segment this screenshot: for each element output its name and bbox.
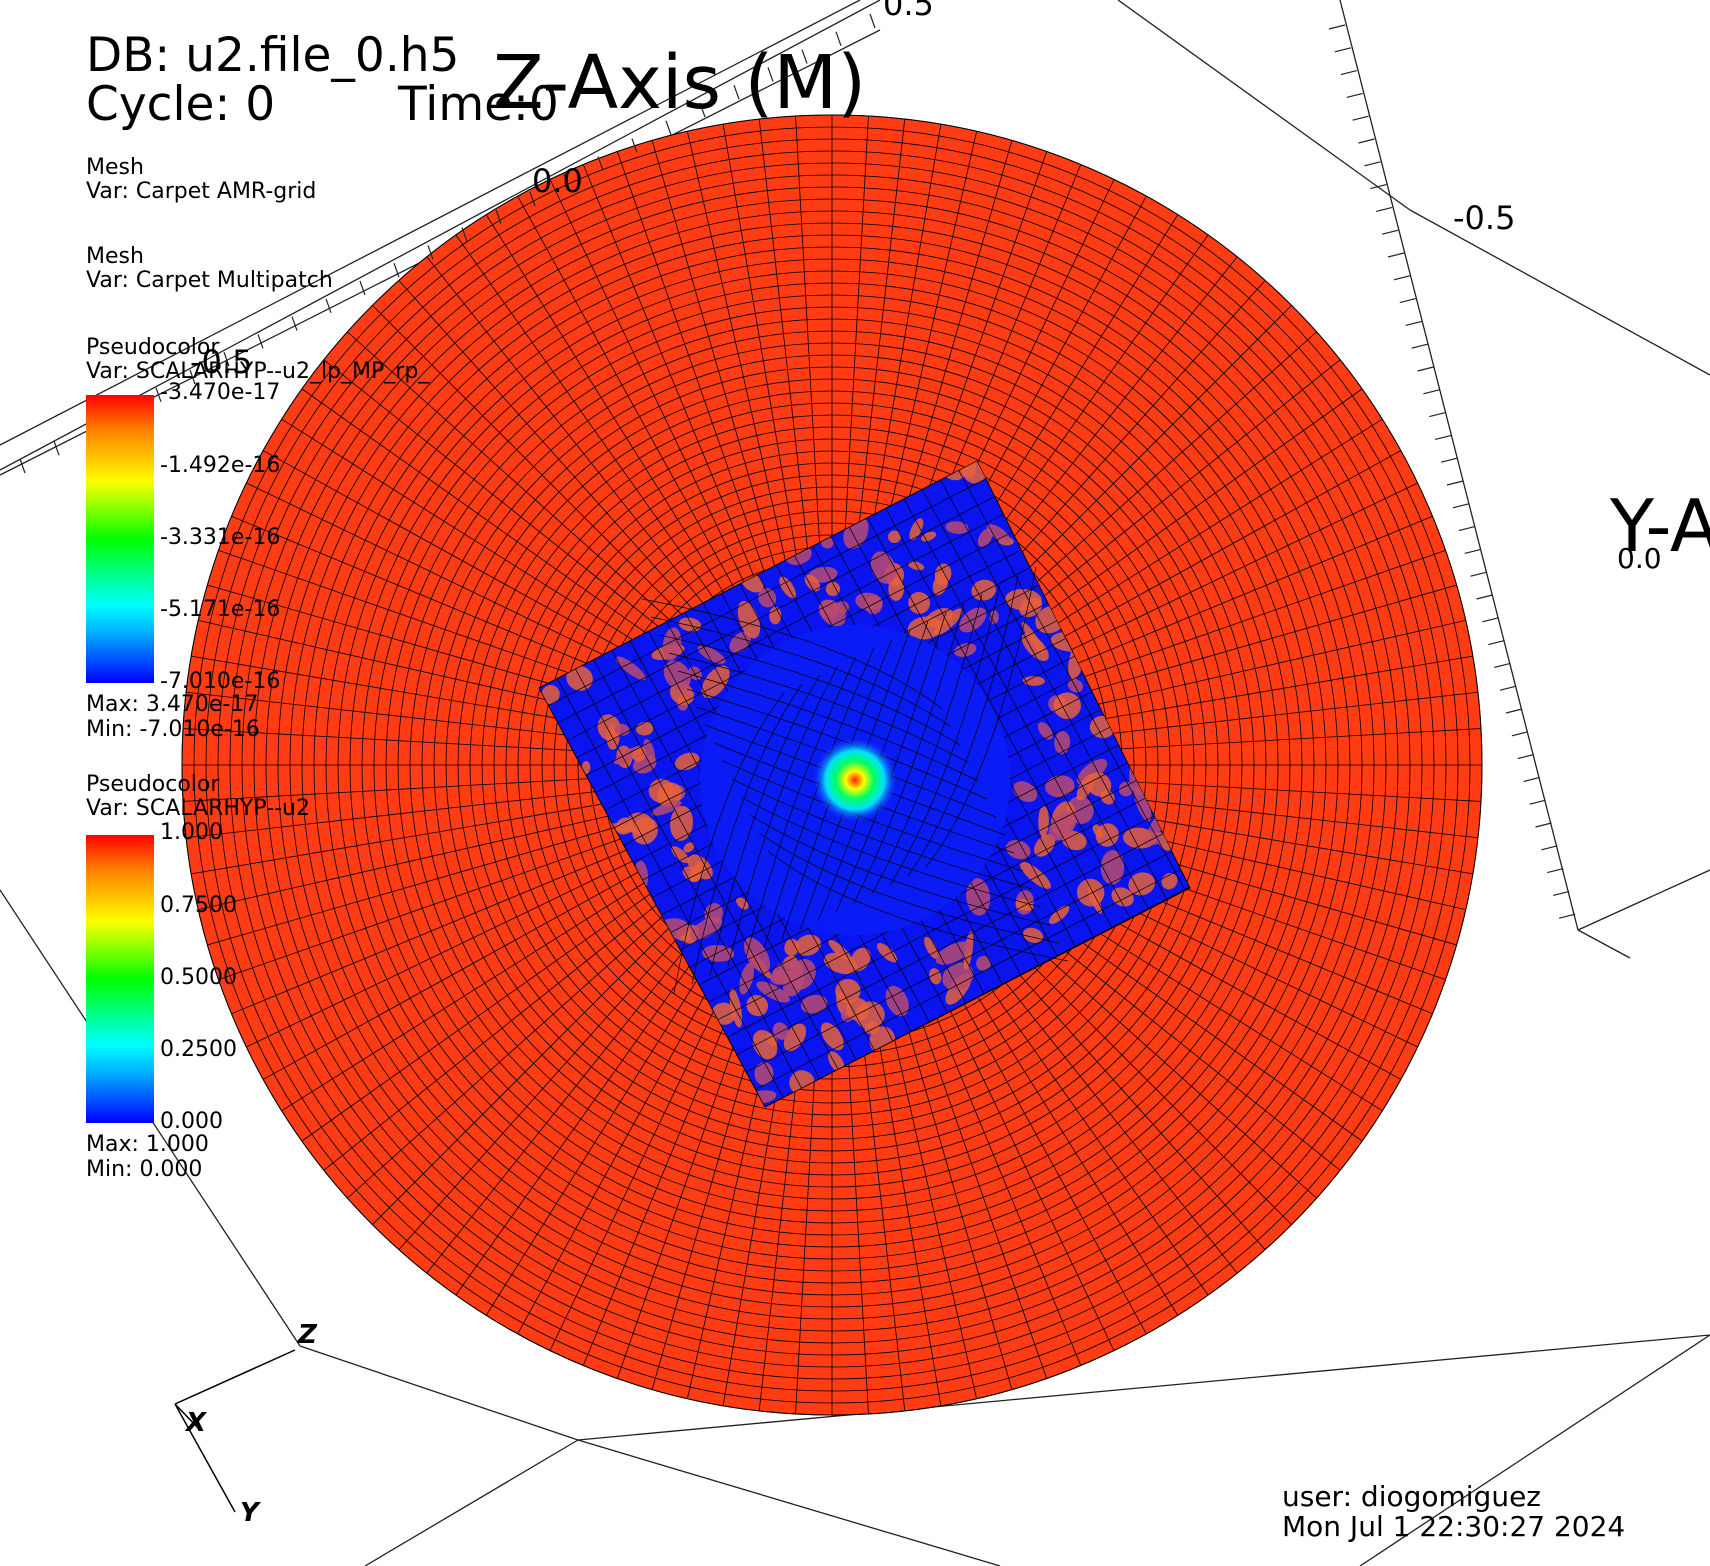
time-label: Time:0 [398, 77, 559, 132]
triad-y-label: Y [240, 1498, 259, 1528]
colorbar-tick-label: 0.2500 [160, 1037, 237, 1062]
z-axis-title: Z-Axis (M) [493, 40, 867, 126]
colorbar-min: Min: 0.000 [86, 1157, 203, 1182]
axis-triad-icon [174, 1349, 296, 1513]
z-tick-label: 0.0 [532, 162, 583, 200]
colorbar-tick-label: -3.331e-16 [160, 525, 281, 550]
colorbar-tick-label: -5.171e-16 [160, 597, 281, 622]
colorbar-tick-label: 1.000 [160, 820, 223, 845]
legend-pseudocolor-var: Var: SCALARHYP--u2_lp_MP_rp_ [86, 359, 430, 384]
colorbar [86, 835, 154, 1123]
colorbar-tick-label: -3.470e-17 [160, 380, 281, 405]
legend-mesh-type: Mesh [86, 155, 144, 180]
legend-mesh-var: Var: Carpet AMR-grid [86, 179, 317, 204]
z-tick-label: 0.5 [883, 0, 934, 23]
db-label: DB: u2.file_0.h5 [86, 28, 460, 83]
colorbar-tick-label: 0.7500 [160, 893, 237, 918]
y-tick-label: 0.0 [1617, 542, 1662, 575]
colorbar-tick-label: 0.000 [160, 1109, 223, 1134]
triad-x-label: X [186, 1408, 207, 1438]
legend-pseudocolor-type: Pseudocolor [86, 772, 220, 797]
colorbar-tick-label: -1.492e-16 [160, 453, 281, 478]
legend-pseudocolor-var: Var: SCALARHYP--u2 [86, 796, 310, 821]
colorbar-max: Max: 1.000 [86, 1132, 209, 1157]
user-label: user: diogomiguez [1282, 1480, 1541, 1513]
y-tick-label: -0.5 [1453, 199, 1516, 237]
legend-mesh-var: Var: Carpet Multipatch [86, 268, 333, 293]
cycle-label: Cycle: 0 [86, 77, 276, 132]
colorbar-min: Min: -7.010e-16 [86, 717, 260, 742]
colorbar [86, 395, 154, 683]
legend-mesh-type: Mesh [86, 244, 144, 269]
colorbar-tick-label: 0.5000 [160, 965, 237, 990]
axis-ticks [19, 13, 1576, 919]
hotspot [813, 738, 897, 822]
date-label: Mon Jul 1 22:30:27 2024 [1282, 1510, 1626, 1543]
colorbar-tick-label: -7.010e-16 [160, 669, 281, 694]
z-tick-label: -0.5 [190, 343, 253, 381]
y-axis-title: Y-A [1610, 484, 1710, 568]
triad-z-label: Z [298, 1320, 317, 1350]
colorbar-max: Max: 3.470e-17 [86, 692, 259, 717]
legend-pseudocolor-type: Pseudocolor [86, 335, 220, 360]
